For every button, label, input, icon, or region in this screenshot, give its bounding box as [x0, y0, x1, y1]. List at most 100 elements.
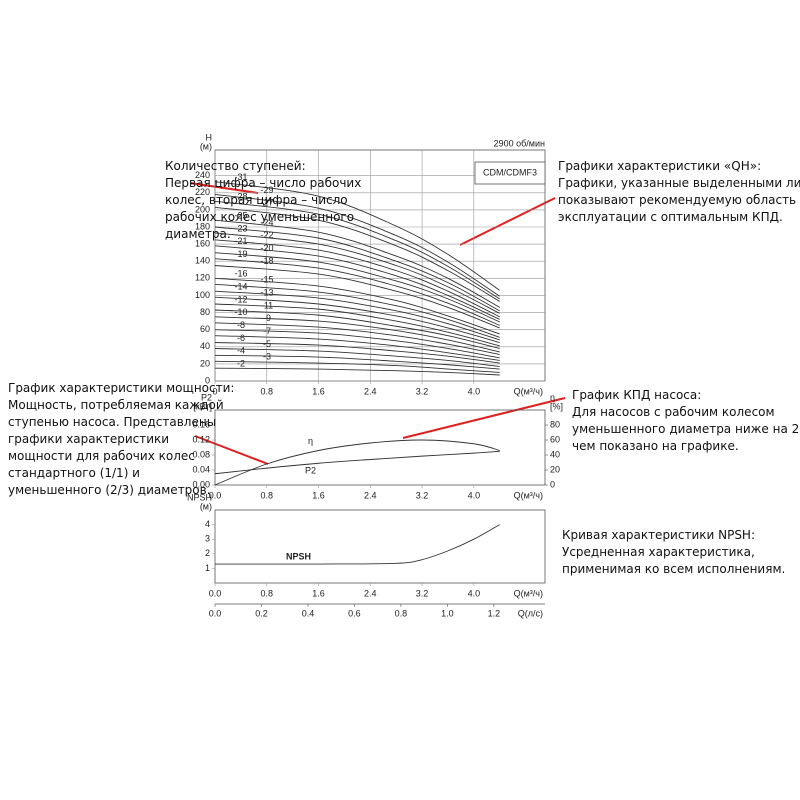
series-line	[214, 239, 500, 318]
series-label: P2	[305, 466, 316, 476]
annotation-text: графики характеристики	[8, 432, 169, 446]
x2-tick-label: 0.8	[395, 608, 408, 618]
x2-tick-label: 0.2	[255, 608, 268, 618]
series-label: -13	[260, 288, 273, 298]
annotation-text: Графики характеристики «QH»:	[558, 159, 761, 173]
y-tick-label: 0.08	[192, 449, 210, 459]
series-line	[214, 181, 500, 291]
series-line	[214, 322, 500, 355]
series-line	[214, 342, 500, 364]
annotation-text: ступенью насоса. Представлены	[8, 415, 216, 429]
x-tick-label: 2.4	[364, 588, 377, 598]
y2-tick-label: 20	[550, 464, 560, 474]
annotation-text: мощности для рабочих колес	[8, 449, 195, 463]
series-label: -24	[260, 217, 273, 227]
x2-tick-label: 1.0	[441, 608, 454, 618]
x-tick-label: 3.2	[416, 490, 429, 500]
annotation-text: График КПД насоса:	[572, 388, 701, 402]
x-tick-label: 0.0	[209, 588, 222, 598]
x-tick-label: 1.6	[312, 386, 325, 396]
series-line	[214, 200, 500, 300]
series-line	[214, 348, 500, 367]
y-tick-label: 60	[200, 324, 210, 334]
y2-axis-unit: [%]	[550, 401, 563, 411]
pointer	[402, 397, 566, 439]
y-tick-label: 40	[200, 341, 210, 351]
series-line	[214, 252, 500, 323]
y-tick-label: 4	[205, 519, 210, 529]
y-tick-label: 100	[195, 290, 210, 300]
series-label: -18	[260, 256, 273, 266]
model-label: CDM/CDMF3	[483, 167, 537, 177]
x-tick-label: 3.2	[416, 386, 429, 396]
x-tick-label: 3.2	[416, 588, 429, 598]
y-tick-label: 120	[195, 273, 210, 283]
annotation-text: уменьшенного (2/3) диаметров.	[8, 483, 211, 497]
x-tick-label: 1.6	[312, 490, 325, 500]
series-label: -16	[234, 269, 247, 279]
pointer	[459, 197, 556, 246]
series-line	[214, 245, 500, 320]
pointer-lines	[189, 182, 566, 465]
y2-tick-label: 40	[550, 449, 560, 459]
series-label: -8	[237, 320, 245, 330]
series-label: -31	[234, 172, 247, 182]
annotation-text: Количество ступеней:	[165, 159, 306, 173]
series-label: -28	[234, 192, 247, 202]
x2-tick-label: 0.4	[302, 608, 315, 618]
y-tick-label: 140	[195, 256, 210, 266]
series-line	[214, 329, 500, 359]
x-tick-label: 4.0	[468, 386, 481, 396]
series-label: -3	[263, 352, 271, 362]
y-axis-unit: (м)	[200, 141, 212, 151]
series-label: -19	[234, 249, 247, 259]
annotation-text: График характеристики мощности:	[8, 381, 234, 395]
y-tick-label: 0.00	[192, 479, 210, 489]
x-tick-label: 4.0	[468, 490, 481, 500]
series-line	[214, 258, 500, 326]
y2-tick-label: 0	[550, 479, 555, 489]
x-tick-label: 0.8	[261, 490, 274, 500]
series-label: -11	[261, 300, 273, 310]
series-label: -6	[237, 333, 245, 343]
series-line	[214, 232, 500, 314]
x-tick-label: 0.0	[209, 490, 222, 500]
annotation-text: уменьшенного диаметра ниже на 2%,	[572, 422, 800, 436]
series-label: -14	[234, 282, 247, 292]
series-label: -20	[260, 243, 273, 253]
annotation-text: чем показано на графике.	[572, 439, 739, 453]
series-label: -29	[260, 185, 273, 195]
x-tick-label: 1.6	[312, 588, 325, 598]
x-axis-label: Q(м³/ч)	[514, 588, 543, 598]
y-tick-label: 2	[205, 548, 210, 558]
y-axis-unit: (м)	[200, 501, 212, 511]
series-line	[214, 265, 500, 329]
plot-frame	[214, 409, 546, 486]
series-label: -15	[260, 275, 273, 285]
annotation-text: рабочих колес уменьшенного	[165, 210, 354, 224]
series-label: -2	[237, 359, 245, 369]
series-line	[214, 283, 500, 338]
y2-tick-label: 80	[550, 419, 560, 429]
x2-tick-label: 1.2	[488, 608, 501, 618]
annotation-text: Усредненная характеристика,	[562, 545, 755, 559]
y-axis-label: P2	[201, 392, 212, 402]
annotation-text: Кривая характеристики NPSH:	[562, 528, 755, 542]
y-tick-label: 80	[200, 307, 210, 317]
annotation-text: Для насосов с рабочим колесом	[572, 405, 775, 419]
plot-frame	[214, 509, 546, 584]
series-line	[214, 309, 500, 349]
x2-axis-label: Q(л/с)	[518, 608, 543, 618]
annotation-text: применимая ко всем исполнениям.	[562, 562, 785, 576]
series-label: -23	[234, 223, 247, 233]
series-line	[214, 303, 500, 347]
series-label: -10	[234, 307, 247, 317]
y-tick-label: 200	[195, 204, 210, 214]
series-line	[214, 206, 500, 302]
series-line	[214, 367, 500, 376]
pointer	[194, 435, 269, 465]
y2-tick-label: 60	[550, 434, 560, 444]
y-tick-label: 160	[195, 238, 210, 248]
